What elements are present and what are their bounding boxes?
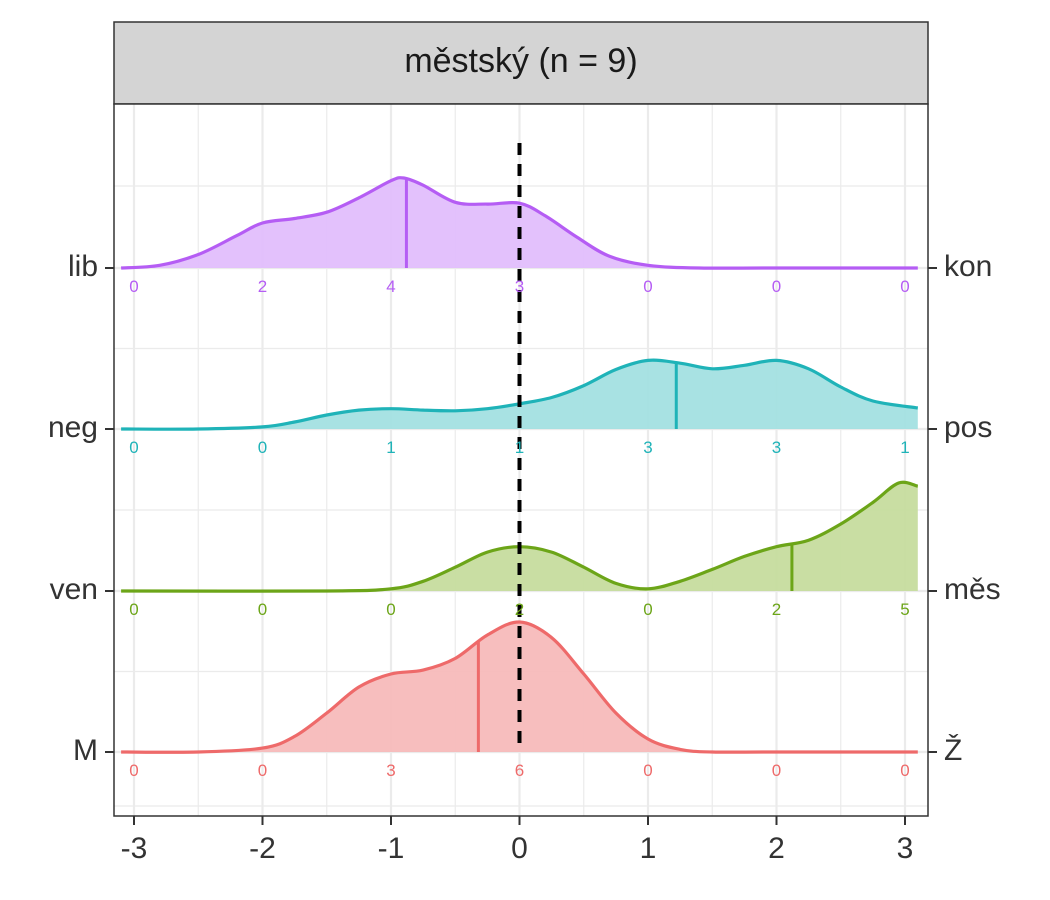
- density-line-M: [121, 620, 918, 754]
- y-tick-label-right: pos: [944, 411, 992, 444]
- count-label: 1: [900, 438, 909, 457]
- y-tick-label-left: ven: [50, 573, 98, 606]
- y-tick-label-left: lib: [68, 250, 98, 283]
- count-label: 0: [129, 438, 138, 457]
- count-label: 0: [386, 600, 395, 619]
- y-tick-label-right: Ž: [944, 734, 962, 767]
- count-labels: 0 2 4 3 0 0 0 0 0 1 1 3 3 1 0 0 0 2 0 2 5 0 0 3 6 0 0 0: [129, 277, 909, 780]
- facet-strip-background: [113, 21, 929, 105]
- count-label: 3: [643, 438, 652, 457]
- density-line-neg: [121, 358, 919, 431]
- count-label: 0: [772, 277, 781, 296]
- count-label: 0: [129, 600, 138, 619]
- count-label: 0: [258, 438, 267, 457]
- x-tick-label: 0: [511, 832, 528, 865]
- count-label: 1: [386, 438, 395, 457]
- count-label: 0: [900, 277, 909, 296]
- count-label: 0: [643, 600, 652, 619]
- y-tick-label-right: kon: [944, 250, 992, 283]
- count-label: 0: [772, 761, 781, 780]
- count-label: 2: [258, 277, 267, 296]
- x-tick-label: 1: [640, 832, 657, 865]
- density-line-ven: [121, 480, 919, 593]
- count-label: 3: [515, 277, 524, 296]
- count-label: 2: [515, 600, 524, 619]
- facet-strip: městský (n = 9): [113, 21, 929, 105]
- count-label: 0: [258, 600, 267, 619]
- plot-panel-border: [113, 103, 929, 817]
- density-area-neg: [121, 360, 918, 430]
- facet-strip-title: městský (n = 9): [404, 42, 637, 80]
- count-label: 4: [386, 277, 395, 296]
- density-line-lib: [121, 176, 918, 270]
- x-tick-label: -1: [378, 832, 405, 865]
- x-tick-label: 3: [897, 832, 914, 865]
- y-tick-label-left: M: [73, 734, 98, 767]
- count-label: 0: [643, 761, 652, 780]
- count-label: 5: [900, 600, 909, 619]
- x-tick-label: -2: [249, 832, 276, 865]
- count-label: 0: [258, 761, 267, 780]
- count-label: 0: [129, 761, 138, 780]
- count-label: 2: [772, 600, 781, 619]
- count-label: 3: [386, 761, 395, 780]
- axes: lib kon neg pos ven měs M Ž -3 -2 -1 0 1 2 3: [48, 250, 1001, 865]
- count-label: 6: [515, 761, 524, 780]
- count-label: 1: [515, 438, 524, 457]
- y-tick-label-left: neg: [48, 411, 98, 444]
- y-tick-label-right: měs: [944, 573, 1001, 606]
- count-label: 3: [772, 438, 781, 457]
- x-tick-label: -3: [121, 832, 148, 865]
- count-label: 0: [643, 277, 652, 296]
- count-label: 0: [129, 277, 138, 296]
- density-area-lib: [121, 177, 918, 269]
- x-tick-label: 2: [768, 832, 785, 865]
- count-label: 0: [900, 761, 909, 780]
